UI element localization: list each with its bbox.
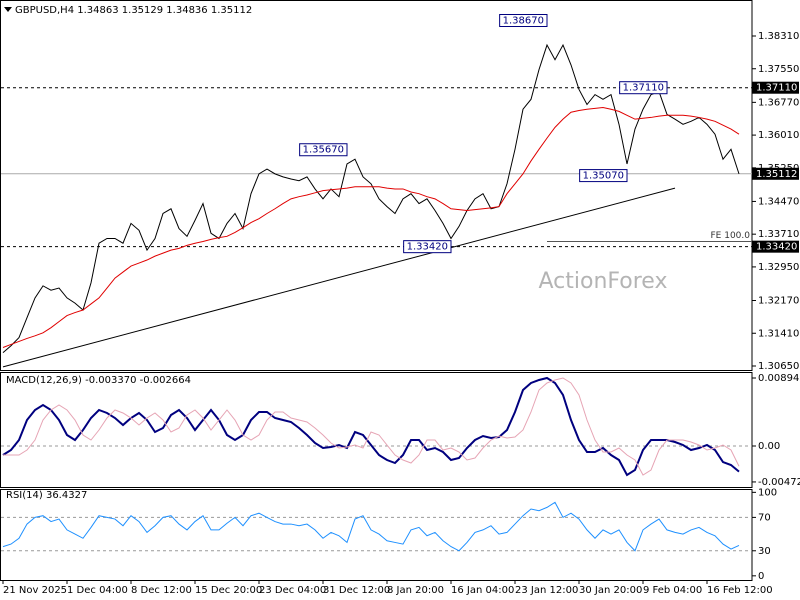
pivot-box	[299, 143, 348, 157]
x-tick-label: 16 Jan 04:00	[451, 585, 514, 596]
price-level-label: 1.33420	[756, 242, 797, 253]
fe-label: FE 100.0	[711, 231, 751, 241]
y-tick-label: 0	[758, 571, 764, 582]
pivot-box	[499, 14, 548, 28]
y-tick-label: 70	[758, 512, 771, 523]
price-level-box	[752, 240, 799, 253]
trendline	[2, 187, 676, 368]
y-tick-label: 1.36770	[758, 97, 799, 108]
price-level-box	[752, 167, 799, 180]
price-level-label: 1.35112	[756, 169, 797, 180]
y-tick-label: 100	[758, 487, 777, 498]
y-tick-label: 1.37550	[758, 64, 799, 75]
x-tick-label: 23 Dec 04:00	[259, 585, 326, 596]
pivot-box	[619, 81, 668, 95]
x-tick-label: 8 Jan 20:00	[387, 585, 444, 596]
chart-title: GBPUSD,H4 1.34863 1.35129 1.34836 1.3511…	[15, 5, 252, 16]
y-tick-label: 1.36010	[758, 130, 799, 141]
pivot-label: 1.37110	[623, 83, 664, 94]
pivot-label: 1.35670	[303, 145, 344, 156]
y-tick-label: 1.38310	[758, 31, 799, 42]
x-tick-label: 30 Jan 20:00	[579, 585, 642, 596]
pivot-box	[403, 240, 452, 254]
series-line	[2, 376, 740, 477]
price-level-box	[752, 81, 799, 94]
series-line	[3, 377, 740, 476]
watermark: ActionForex	[539, 269, 668, 294]
y-tick-label: 1.34470	[758, 196, 799, 207]
pivot-label: 1.38670	[503, 16, 544, 27]
pivot-label: 1.33420	[407, 242, 448, 253]
x-tick-label: 16 Feb 12:00	[707, 585, 773, 596]
price-level-label: 1.37110	[756, 83, 797, 94]
pane-frame	[0, 489, 753, 581]
y-tick-label: 1.33710	[758, 229, 799, 240]
pane-frame	[0, 372, 753, 488]
rsi-title: RSI(14) 36.4327	[6, 490, 87, 501]
y-tick-label: 1.30650	[758, 361, 799, 372]
y-tick-label: -0.004725	[758, 477, 800, 488]
pane-frame	[0, 0, 753, 371]
y-tick-label: 0.00	[758, 441, 780, 452]
pivot-label: 1.35070	[583, 171, 624, 182]
y-tick-label: 0.008942	[758, 373, 800, 384]
symbol-icon	[4, 7, 12, 12]
x-tick-label: 23 Jan 12:00	[515, 585, 578, 596]
pivot-box	[579, 169, 628, 183]
x-tick-label: 8 Dec 12:00	[131, 585, 192, 596]
series-line	[2, 501, 740, 552]
series-line	[2, 43, 740, 354]
y-tick-label: 30	[758, 546, 771, 557]
y-tick-label: 1.32170	[758, 296, 799, 307]
series-line	[2, 107, 740, 348]
x-tick-label: 31 Dec 12:00	[323, 585, 390, 596]
x-tick-label: 21 Nov 2025	[3, 585, 67, 596]
x-tick-label: 15 Dec 20:00	[195, 585, 262, 596]
y-tick-label: 1.31410	[758, 328, 799, 339]
y-tick-label: 1.32950	[758, 262, 799, 273]
x-tick-label: 1 Dec 04:00	[67, 585, 128, 596]
macd-title: MACD(12,26,9) -0.003370 -0.002664	[6, 375, 191, 386]
x-tick-label: 9 Feb 04:00	[643, 585, 702, 596]
